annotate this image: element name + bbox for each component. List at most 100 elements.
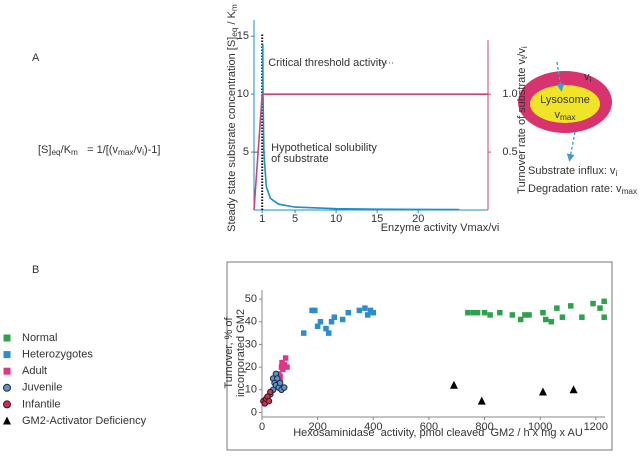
organelle-label: Lysosome [540,94,590,106]
efflux-arrow [566,131,576,162]
square-marker [280,366,286,373]
square-marker [548,319,555,325]
key-label-part: max [622,187,638,196]
x-tick-label: 1200 [584,421,608,433]
square-marker [312,307,318,314]
series-line [261,44,460,211]
legend-label: Juvenile [22,382,62,394]
square-marker [470,309,477,316]
x-axis-label: Hexosaminidase activity, pmol cleaved GM… [293,427,583,439]
square-marker [277,373,283,379]
square-marker [526,312,532,318]
influx-label: vi [584,71,592,84]
square-marker [509,312,516,318]
triangle-marker [538,387,547,396]
square-marker [474,309,481,316]
y2-axis-label-part: i [520,46,529,48]
annotation: of substrate [271,153,328,165]
equation-part: max [118,148,134,157]
equation-part: = 1/[(v [78,144,119,156]
y-tick-label: 10 [245,384,257,396]
square-marker [601,314,607,320]
y-axis-label-part: m [230,4,239,11]
legend-label: Adult [22,365,47,377]
circle-marker [3,400,11,409]
square-marker [300,330,307,336]
equation-part: [S] [38,144,51,156]
y-axis-label-part: eq [230,27,239,37]
circle-marker [281,384,288,391]
x-tick-label: 5 [292,213,298,225]
influx-label-part: i [590,75,592,84]
x-tick-label: 200 [308,421,326,433]
square-marker [540,309,546,316]
square-marker [282,355,289,361]
y-axis-label: Turnover, % of [223,316,235,388]
square-marker [364,312,371,318]
x-tick-label: 10 [330,213,342,225]
rate-label-part: v [554,109,560,121]
y-tick-label: 40 [245,316,257,328]
square-marker [601,298,607,305]
square-marker [367,307,374,314]
y-tick-label: 0 [251,406,257,418]
equation-part: i [142,148,144,157]
square-marker [323,325,329,332]
square-marker [284,364,290,370]
y-axis-label: incorporated GM2 [235,309,247,397]
square-marker [481,309,488,316]
key-label: Substrate influx: vi [528,165,617,178]
equation-part: /v [134,144,143,156]
square-marker [542,316,549,323]
equation-part: eq [51,148,61,157]
circle-marker [3,383,11,392]
y2-axis-label-part: t [520,56,529,59]
triangle-marker [449,380,458,389]
triangle-marker [477,396,486,405]
y2-axis-label-part: Turnover rate of substrate v [516,59,528,194]
square-marker [597,305,603,311]
square-marker [3,334,11,342]
circle-marker [274,375,281,382]
square-marker [554,305,560,311]
rate-label-part: max [560,113,576,122]
legend-label: Infantile [22,398,61,410]
x-tick-label: 800 [475,421,493,433]
y2-tick-label: 0.5 [502,146,517,158]
circle-marker [276,379,284,387]
x-axis-label-part: Enzyme activity Vmax/vi [381,222,500,234]
triangle-marker [569,385,578,394]
square-marker [356,307,363,314]
x-tick-label: 1000 [528,421,552,433]
square-marker [3,367,11,375]
y-tick-label: 20 [245,361,257,373]
square-marker [326,330,332,336]
x-axis-label: Enzyme activity Vmax/vi [381,222,500,234]
legend-label: Heterozygotes [22,349,93,361]
circle-marker [265,397,273,405]
square-marker [339,316,346,323]
legend-label: GM2-Activator Deficiency [22,415,147,427]
square-marker [487,312,493,318]
y-axis-label-part: Steady state substrate concentration [S] [226,37,238,232]
square-marker [370,309,377,316]
square-marker [362,305,368,311]
square-marker [517,316,524,323]
y2-axis-label-part: /v [516,48,528,57]
panel-label: B [32,264,39,276]
square-marker [328,319,335,325]
triangle-marker [3,416,11,425]
annotation: Critical threshold activity [268,57,387,69]
square-marker [497,309,503,316]
panel-frame [226,261,613,451]
influx-arrow [556,61,565,92]
x-tick-label: 20 [412,213,424,225]
y-axis-label: Steady state substrate concentration [S]… [226,4,239,232]
square-marker [345,309,351,316]
x-tick-label: 1 [259,213,265,225]
square-marker [309,307,315,314]
equation-part: m [71,148,78,157]
key-label-part: Degradation rate: v [528,183,622,195]
x-tick-label: 0 [259,421,265,433]
